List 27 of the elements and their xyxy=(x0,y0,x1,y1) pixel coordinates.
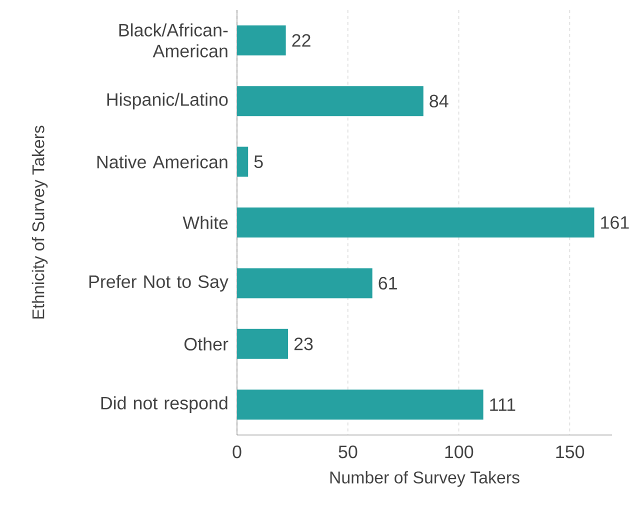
data-label: 161 xyxy=(601,216,629,229)
y-tick-label: Hispanic/Latino xyxy=(107,92,228,110)
bar xyxy=(236,268,372,298)
y-tick-label: Other xyxy=(184,337,228,351)
x-tick-label: 50 xyxy=(338,446,358,458)
y-tick-label: Did not respond xyxy=(101,396,228,414)
data-label: 22 xyxy=(292,34,310,47)
bar xyxy=(236,146,248,177)
y-tick-label: Prefer Not to Say xyxy=(89,274,228,292)
x-axis-title: Number of Survey Takers xyxy=(330,471,520,487)
data-label: 61 xyxy=(378,276,397,290)
bar xyxy=(236,390,484,420)
data-label: 84 xyxy=(430,94,448,108)
data-label: 23 xyxy=(294,338,313,350)
y-tick-label: Black/African-American xyxy=(119,23,228,58)
bar xyxy=(236,208,594,238)
y-tick-label: White xyxy=(182,216,228,230)
data-label: 111 xyxy=(490,398,516,411)
x-tick-label: 150 xyxy=(556,446,584,458)
y-axis-title: Ethnicity of Survey Takers xyxy=(32,126,48,319)
x-tick-label: 0 xyxy=(232,446,242,458)
bar xyxy=(236,86,424,116)
x-tick-label: 100 xyxy=(445,446,474,458)
bar xyxy=(236,328,288,359)
y-tick-label: Native American xyxy=(97,155,228,168)
data-label: 5 xyxy=(254,156,263,168)
bar xyxy=(236,25,286,56)
